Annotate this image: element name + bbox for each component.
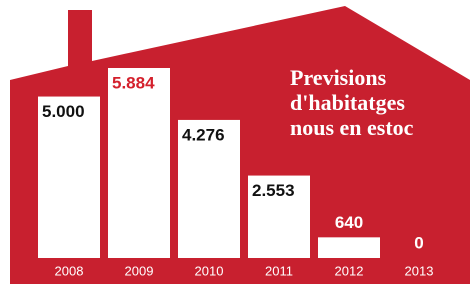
x-tick-label: 2013 xyxy=(405,263,434,278)
value-label: 640 xyxy=(335,213,363,232)
value-label: 2.553 xyxy=(252,181,295,200)
bar xyxy=(108,68,170,258)
value-label: 5.884 xyxy=(112,73,155,92)
page: Previsionsd'habitatgesnous en estoc 5.000… xyxy=(0,0,475,284)
chart-title: d'habitatges xyxy=(290,90,405,115)
value-label: 5.000 xyxy=(42,102,85,121)
value-label: 4.276 xyxy=(182,125,225,144)
value-label: 0 xyxy=(414,233,423,252)
x-tick-label: 2008 xyxy=(55,263,84,278)
chart: Previsionsd'habitatgesnous en estoc 5.000… xyxy=(0,0,475,284)
x-tick-label: 2012 xyxy=(335,263,364,278)
x-tick-label: 2010 xyxy=(195,263,224,278)
bar xyxy=(318,237,380,258)
x-tick-label: 2011 xyxy=(265,263,293,278)
x-tick-label: 2009 xyxy=(125,263,154,278)
chart-title: Previsions xyxy=(290,65,387,90)
chart-title: nous en estoc xyxy=(290,115,414,140)
